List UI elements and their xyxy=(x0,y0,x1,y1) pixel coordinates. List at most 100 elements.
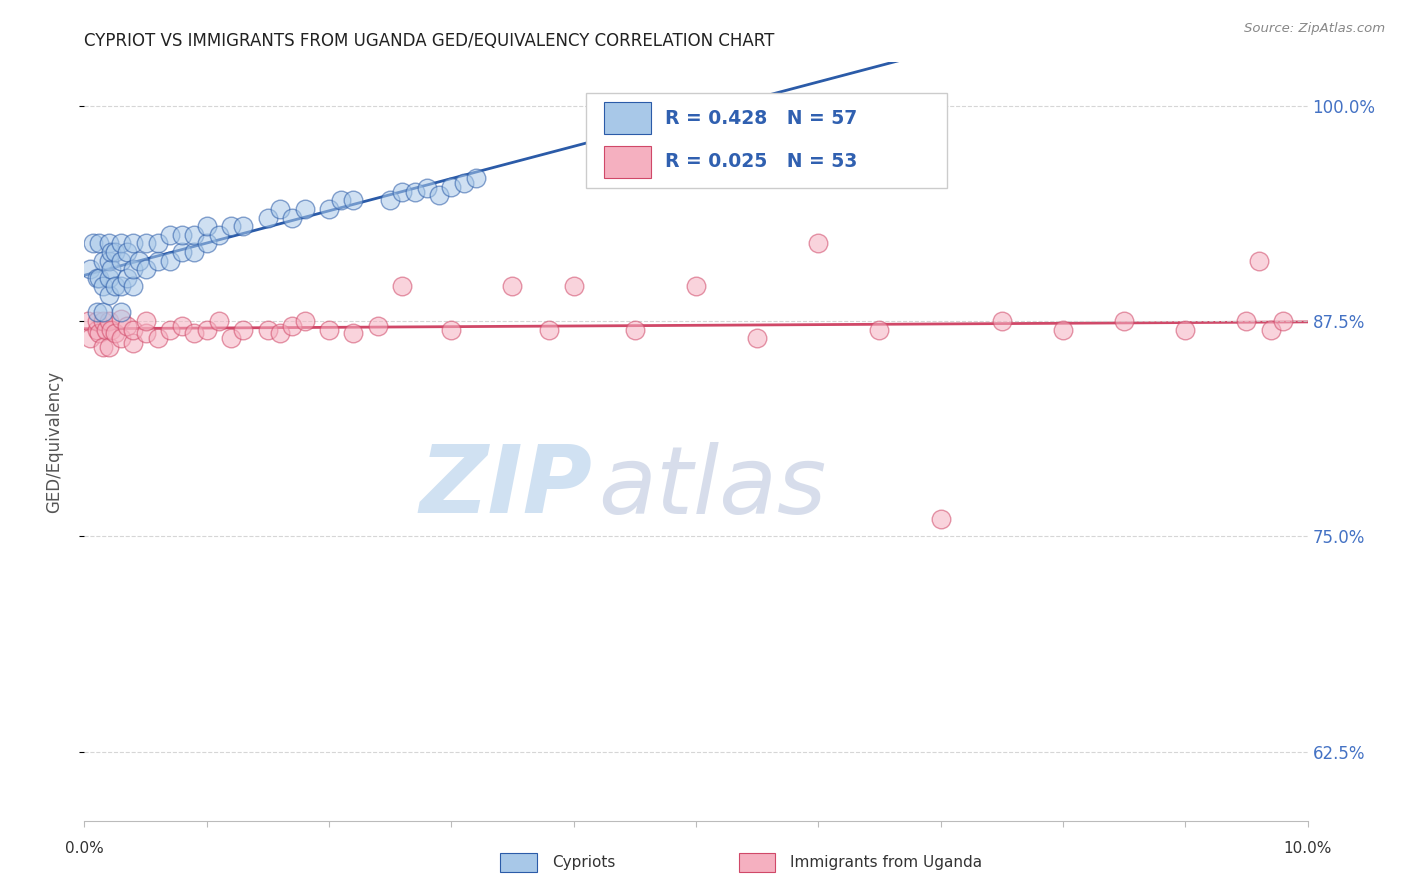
Text: Cypriots: Cypriots xyxy=(551,855,614,870)
Point xyxy=(232,322,254,336)
FancyBboxPatch shape xyxy=(738,853,776,871)
Point xyxy=(232,219,254,234)
Point xyxy=(122,262,145,277)
Point xyxy=(79,262,101,277)
Point xyxy=(100,322,122,336)
Point xyxy=(1114,314,1136,328)
Point xyxy=(257,211,280,225)
Point xyxy=(128,253,150,268)
Point xyxy=(97,236,120,251)
Point xyxy=(110,236,132,251)
Point xyxy=(1052,322,1074,336)
Point xyxy=(110,279,132,293)
Point xyxy=(97,314,120,328)
Point xyxy=(1174,322,1197,336)
Point xyxy=(122,322,145,336)
Point xyxy=(135,262,157,277)
Point xyxy=(281,319,304,334)
Point xyxy=(183,244,205,259)
Y-axis label: GED/Equivalency: GED/Equivalency xyxy=(45,370,63,513)
Point xyxy=(1236,314,1258,328)
Point xyxy=(110,312,132,326)
Point xyxy=(110,253,132,268)
Point xyxy=(342,326,364,340)
FancyBboxPatch shape xyxy=(586,93,946,187)
Text: CYPRIOT VS IMMIGRANTS FROM UGANDA GED/EQUIVALENCY CORRELATION CHART: CYPRIOT VS IMMIGRANTS FROM UGANDA GED/EQ… xyxy=(84,32,775,50)
Point xyxy=(97,253,120,268)
Text: atlas: atlas xyxy=(598,442,827,533)
Text: 0.0%: 0.0% xyxy=(65,841,104,856)
Point xyxy=(86,314,108,328)
Point xyxy=(391,185,413,199)
Point xyxy=(104,244,127,259)
Point xyxy=(318,202,340,216)
Point xyxy=(929,512,952,526)
Point xyxy=(195,236,218,251)
Point xyxy=(87,270,110,285)
Point xyxy=(219,331,242,345)
Point xyxy=(294,202,316,216)
Point xyxy=(146,331,169,345)
Point xyxy=(219,219,242,234)
Point xyxy=(869,322,891,336)
Point xyxy=(100,244,122,259)
Point xyxy=(562,279,585,293)
Point xyxy=(172,244,194,259)
Point xyxy=(146,236,169,251)
Point xyxy=(269,202,291,216)
Point xyxy=(1260,322,1282,336)
Point xyxy=(404,185,426,199)
Text: Source: ZipAtlas.com: Source: ZipAtlas.com xyxy=(1244,22,1385,36)
Point xyxy=(416,181,439,195)
Point xyxy=(747,331,769,345)
Point xyxy=(440,179,463,194)
Point xyxy=(97,288,120,302)
Point xyxy=(104,326,127,340)
Point xyxy=(159,227,181,242)
Text: R = 0.428   N = 57: R = 0.428 N = 57 xyxy=(665,109,858,128)
Point xyxy=(318,322,340,336)
Point xyxy=(135,236,157,251)
Point xyxy=(183,227,205,242)
Point xyxy=(91,340,114,354)
Point xyxy=(91,314,114,328)
Point xyxy=(685,279,707,293)
Point xyxy=(122,279,145,293)
Point xyxy=(87,236,110,251)
Point xyxy=(1247,253,1270,268)
Point xyxy=(104,279,127,293)
Point xyxy=(82,236,104,251)
Point xyxy=(624,322,647,336)
Point xyxy=(281,211,304,225)
Point xyxy=(97,340,120,354)
Point xyxy=(991,314,1014,328)
Point xyxy=(87,326,110,340)
Point xyxy=(110,331,132,345)
Point xyxy=(807,236,830,251)
Point xyxy=(115,244,138,259)
Point xyxy=(183,326,205,340)
Point xyxy=(97,270,120,285)
Point xyxy=(91,253,114,268)
Point xyxy=(427,188,450,202)
Text: ZIP: ZIP xyxy=(419,441,592,533)
FancyBboxPatch shape xyxy=(605,103,651,135)
Point xyxy=(380,194,402,208)
Point xyxy=(77,314,100,328)
Point xyxy=(195,219,218,234)
Point xyxy=(122,236,145,251)
Point xyxy=(122,336,145,351)
Point xyxy=(172,227,194,242)
Point xyxy=(79,331,101,345)
Point xyxy=(135,314,157,328)
Point xyxy=(367,319,389,334)
Point xyxy=(86,305,108,319)
Point xyxy=(135,326,157,340)
Point xyxy=(96,322,118,336)
Text: 10.0%: 10.0% xyxy=(1284,841,1331,856)
Point xyxy=(208,314,231,328)
Text: R = 0.025   N = 53: R = 0.025 N = 53 xyxy=(665,153,858,171)
Point xyxy=(342,194,364,208)
Point xyxy=(391,279,413,293)
Point xyxy=(453,176,475,190)
